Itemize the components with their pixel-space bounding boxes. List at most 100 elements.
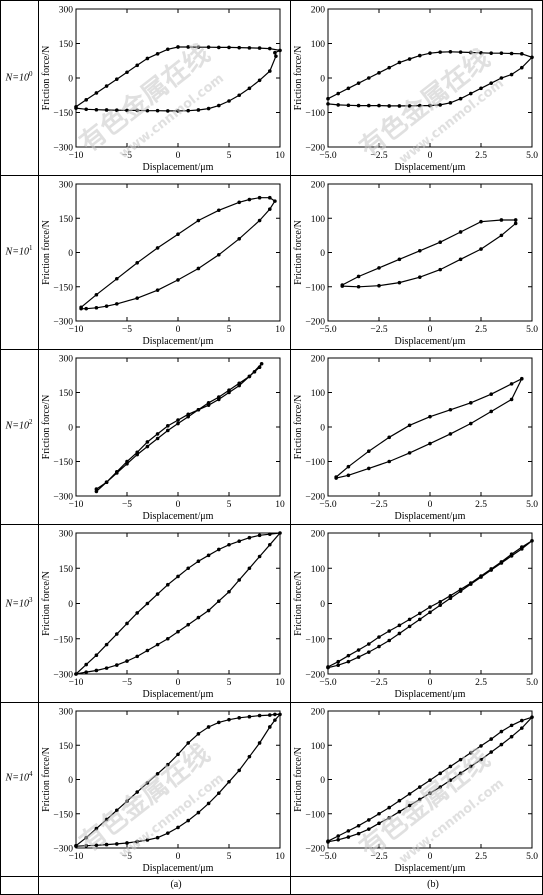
data-point	[346, 653, 351, 658]
data-point	[176, 421, 180, 426]
data-point	[387, 638, 391, 643]
x-axis-title: Displacement/μm	[143, 863, 214, 874]
chart-panel-b1: −5.0 −2.5 0 2.5 5.0 −200 −100 0 100 200 Displaceme…	[291, 176, 542, 349]
data-point	[104, 108, 109, 112]
y-tick-label: 100	[311, 742, 326, 752]
data-point	[84, 662, 88, 667]
data-point	[448, 764, 453, 769]
data-point	[206, 801, 211, 806]
x-tick-label: 0	[176, 500, 181, 510]
x-tick-label: 10	[275, 151, 285, 161]
data-point	[336, 659, 340, 664]
data-point	[227, 589, 231, 594]
y-tick-label: 0	[320, 600, 325, 610]
data-point	[155, 642, 160, 647]
y-axis-title: Friction force/N	[293, 747, 304, 812]
y-tick-label: 100	[311, 215, 326, 225]
data-point	[428, 778, 432, 782]
x-axis-title: Displacement/μm	[395, 863, 466, 874]
data-point	[377, 283, 381, 288]
data-point	[273, 50, 277, 55]
data-point	[448, 596, 453, 601]
data-point	[257, 78, 262, 83]
data-point	[206, 403, 211, 407]
data-point	[268, 46, 272, 51]
data-point	[104, 642, 109, 647]
data-point	[438, 50, 442, 54]
data-point	[520, 726, 524, 730]
data-point	[346, 835, 351, 839]
data-point	[499, 218, 504, 222]
y-tick-label: −200	[305, 144, 325, 154]
data-point	[479, 51, 483, 55]
data-point	[377, 266, 381, 270]
x-axis-title: Displacement/μm	[395, 511, 466, 522]
data-point	[237, 539, 241, 544]
data-point	[428, 51, 432, 55]
data-point	[356, 103, 361, 108]
x-tick-label: 5	[227, 151, 232, 161]
data-point	[125, 841, 129, 845]
data-point	[489, 750, 493, 754]
x-tick-label: −5	[122, 151, 132, 161]
y-tick-label: −150	[53, 635, 73, 645]
data-point	[94, 487, 99, 491]
data-point	[356, 823, 361, 828]
data-point	[438, 240, 442, 245]
data-point	[397, 104, 402, 108]
data-point	[326, 102, 330, 106]
y-axis-title: Friction force/N	[41, 747, 52, 812]
data-point	[115, 470, 119, 474]
x-tick-label: −5.0	[319, 852, 336, 862]
data-point	[367, 642, 371, 646]
data-point	[155, 246, 160, 250]
y-tick-label: 300	[59, 181, 74, 191]
y-tick-label: 300	[59, 6, 74, 16]
x-tick-label: 0	[428, 678, 433, 688]
y-tick-label: 200	[311, 6, 326, 16]
data-point	[176, 574, 180, 579]
data-point	[135, 839, 139, 844]
row-divider-1	[0, 175, 543, 176]
y-axis-title: Friction force/N	[293, 395, 304, 460]
data-point	[268, 69, 272, 73]
data-point	[356, 648, 361, 652]
data-point	[115, 276, 119, 281]
data-point	[135, 611, 139, 615]
data-point	[115, 108, 119, 112]
x-tick-label: −5.0	[319, 678, 336, 688]
y-tick-label: 150	[59, 565, 74, 575]
row-label-n2: N=102	[5, 418, 33, 432]
plot-frame	[75, 532, 281, 675]
data-point	[79, 306, 83, 311]
data-point	[186, 108, 190, 113]
data-point	[397, 280, 402, 285]
data-point	[458, 96, 463, 101]
data-point	[115, 632, 119, 636]
data-point	[176, 418, 180, 422]
x-tick-label: 5	[227, 500, 232, 510]
data-point	[176, 629, 180, 634]
data-point	[438, 603, 442, 608]
y-tick-label: 150	[59, 389, 74, 399]
data-point	[74, 672, 78, 676]
series-line	[75, 532, 282, 675]
data-point	[176, 45, 180, 49]
data-point	[489, 392, 493, 397]
chart-b2: −5.0 −2.5 0 2.5 5.0 −200 −100 0 100 200 Displaceme…	[293, 355, 538, 523]
data-point	[125, 70, 129, 75]
data-point	[274, 54, 278, 58]
data-point	[387, 805, 391, 810]
data-point	[257, 554, 262, 559]
data-point	[278, 531, 282, 535]
data-point	[257, 713, 262, 718]
data-point	[407, 57, 412, 61]
data-point	[104, 84, 109, 88]
y-tick-label: −300	[53, 318, 73, 328]
data-point	[166, 831, 170, 835]
data-point	[469, 401, 473, 405]
x-tick-label: 5	[227, 678, 232, 688]
data-point	[513, 218, 518, 222]
plot-frame	[327, 357, 533, 497]
y-tick-label: 100	[311, 389, 326, 399]
